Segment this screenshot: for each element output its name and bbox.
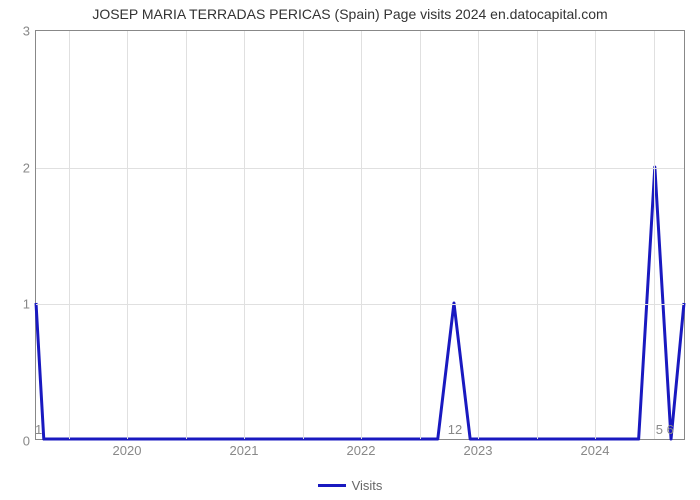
overlay-label: 12: [448, 422, 462, 437]
y-tick-label: 1: [23, 297, 30, 312]
grid-line-h: [36, 304, 684, 305]
grid-line-v: [361, 31, 362, 439]
y-tick-label: 3: [23, 24, 30, 39]
grid-line-v: [420, 31, 421, 439]
grid-line-h: [36, 168, 684, 169]
grid-line-v: [595, 31, 596, 439]
legend: Visits: [0, 478, 700, 493]
overlay-label: 1: [35, 422, 42, 437]
y-tick-label: 2: [23, 160, 30, 175]
legend-swatch: [318, 484, 346, 487]
grid-line-v: [537, 31, 538, 439]
x-tick-label: 2024: [581, 443, 610, 458]
legend-label: Visits: [352, 478, 383, 493]
chart-title: JOSEP MARIA TERRADAS PERICAS (Spain) Pag…: [0, 6, 700, 22]
x-tick-label: 2021: [230, 443, 259, 458]
plot-area: 012320202021202220232024: [35, 30, 685, 440]
grid-line-v: [303, 31, 304, 439]
line-series: [36, 31, 684, 439]
x-tick-label: 2020: [113, 443, 142, 458]
chart-container: JOSEP MARIA TERRADAS PERICAS (Spain) Pag…: [0, 0, 700, 500]
grid-line-v: [478, 31, 479, 439]
y-tick-label: 0: [23, 434, 30, 449]
grid-line-v: [654, 31, 655, 439]
grid-line-v: [69, 31, 70, 439]
grid-line-v: [127, 31, 128, 439]
x-tick-label: 2023: [464, 443, 493, 458]
overlay-label: 5 6: [656, 422, 674, 437]
grid-line-v: [186, 31, 187, 439]
x-tick-label: 2022: [347, 443, 376, 458]
grid-line-v: [244, 31, 245, 439]
